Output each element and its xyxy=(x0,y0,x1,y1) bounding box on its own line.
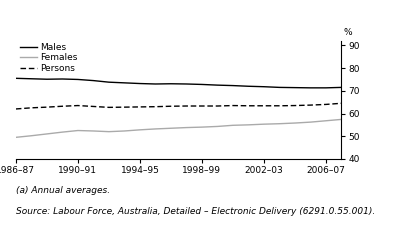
Persons xyxy=(137,106,142,108)
Males xyxy=(200,83,204,86)
Persons xyxy=(293,104,297,107)
Persons xyxy=(13,108,18,110)
Persons xyxy=(29,106,34,109)
Females xyxy=(246,123,251,126)
Males xyxy=(262,85,266,88)
Males xyxy=(137,82,142,85)
Females xyxy=(200,126,204,128)
Females xyxy=(137,128,142,131)
Females xyxy=(339,118,344,121)
Females xyxy=(106,130,111,133)
Text: (a) Annual averages.: (a) Annual averages. xyxy=(16,186,110,195)
Females xyxy=(44,133,49,135)
Persons xyxy=(91,105,96,108)
Males xyxy=(91,79,96,82)
Persons xyxy=(215,105,220,107)
Females xyxy=(184,126,189,129)
Persons xyxy=(339,102,344,105)
Females xyxy=(215,125,220,128)
Males xyxy=(29,77,34,80)
Persons xyxy=(231,104,235,107)
Males xyxy=(122,81,127,84)
Persons xyxy=(75,104,80,107)
Females xyxy=(153,128,158,130)
Persons xyxy=(246,104,251,107)
Females xyxy=(60,131,65,133)
Persons xyxy=(277,104,282,107)
Text: Source: Labour Force, Australia, Detailed – Electronic Delivery (6291.0.55.001).: Source: Labour Force, Australia, Detaile… xyxy=(16,207,375,216)
Females xyxy=(262,123,266,126)
Persons xyxy=(184,105,189,107)
Males xyxy=(106,81,111,84)
Males xyxy=(308,86,313,89)
Persons xyxy=(200,105,204,107)
Females xyxy=(122,130,127,132)
Females xyxy=(75,129,80,132)
Males xyxy=(153,83,158,85)
Males xyxy=(293,86,297,89)
Males xyxy=(75,78,80,81)
Females xyxy=(231,124,235,127)
Females xyxy=(91,130,96,132)
Persons xyxy=(122,106,127,109)
Persons xyxy=(106,106,111,109)
Males xyxy=(231,84,235,87)
Females xyxy=(29,134,34,137)
Males xyxy=(44,78,49,81)
Persons xyxy=(44,106,49,109)
Females xyxy=(324,119,328,122)
Males xyxy=(339,86,344,89)
Persons xyxy=(262,104,266,107)
Line: Females: Females xyxy=(16,119,341,137)
Males xyxy=(324,86,328,89)
Females xyxy=(13,136,18,139)
Males xyxy=(168,82,173,85)
Line: Males: Males xyxy=(16,78,341,88)
Males xyxy=(215,84,220,86)
Females xyxy=(293,122,297,124)
Persons xyxy=(324,103,328,106)
Line: Persons: Persons xyxy=(16,103,341,109)
Text: %: % xyxy=(343,28,352,37)
Males xyxy=(277,86,282,89)
Males xyxy=(13,77,18,80)
Persons xyxy=(153,105,158,108)
Persons xyxy=(60,105,65,108)
Persons xyxy=(168,105,173,108)
Legend: Males, Females, Persons: Males, Females, Persons xyxy=(20,43,78,73)
Males xyxy=(60,78,65,80)
Females xyxy=(308,121,313,123)
Persons xyxy=(308,104,313,106)
Males xyxy=(184,83,189,85)
Males xyxy=(246,85,251,88)
Females xyxy=(277,122,282,125)
Females xyxy=(168,127,173,130)
